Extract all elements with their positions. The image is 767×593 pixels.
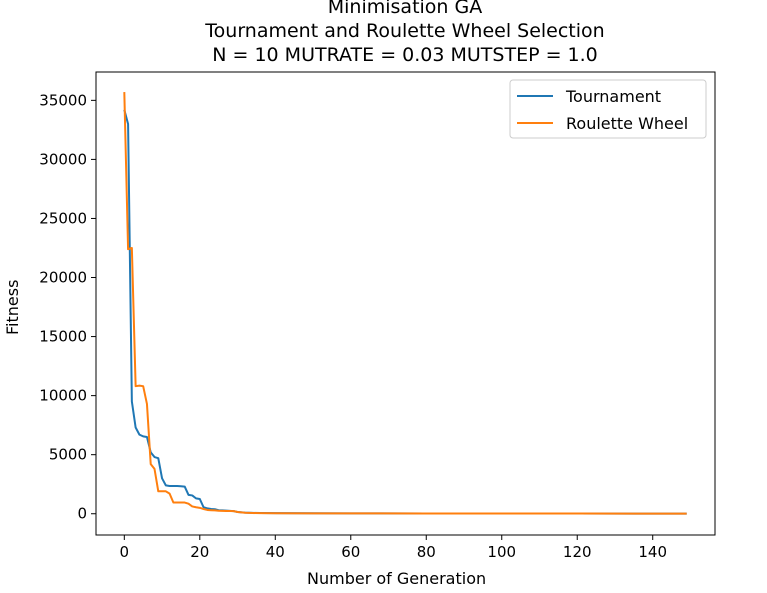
x-axis-label: Number of Generation [307, 569, 487, 588]
y-tick-label: 5000 [49, 446, 87, 464]
x-tick-label: 20 [190, 543, 209, 561]
x-tick-label: 0 [120, 543, 130, 561]
y-tick-label: 25000 [39, 209, 87, 227]
x-tick-label: 40 [266, 543, 285, 561]
y-axis-label: Fitness [3, 279, 22, 335]
y-tick-label: 10000 [39, 387, 87, 405]
y-tick-label: 30000 [39, 150, 87, 168]
x-tick-label: 140 [638, 543, 667, 561]
legend-label: Tournament [565, 87, 661, 106]
tick-layer: 0 20 40 60 80 100 120 140 0 5000 10000 15000 20000 25… [39, 91, 667, 561]
y-tick-label: 0 [77, 505, 87, 523]
x-tick-label: 120 [563, 543, 592, 561]
x-tick-label: 100 [487, 543, 516, 561]
x-tick-label: 60 [341, 543, 360, 561]
chart-title-line-1: Minimisation GA [327, 0, 483, 18]
y-tick-label: 35000 [39, 91, 87, 109]
plot-frame [95, 71, 716, 536]
x-tick-label: 80 [417, 543, 436, 561]
chart-title-line-3: N = 10 MUTRATE = 0.03 MUTSTEP = 1.0 [212, 44, 598, 66]
series-line-roulette-wheel [123, 92, 687, 515]
legend: Tournament Roulette Wheel [509, 79, 707, 139]
y-tick-label: 15000 [39, 328, 87, 346]
y-tick-label: 20000 [39, 269, 87, 287]
legend-box [509, 79, 707, 139]
chart-title-line-2: Tournament and Roulette Wheel Selection [205, 20, 605, 42]
series-line-tournament [123, 109, 687, 515]
legend-label: Roulette Wheel [566, 114, 688, 133]
series-layer [123, 92, 687, 515]
